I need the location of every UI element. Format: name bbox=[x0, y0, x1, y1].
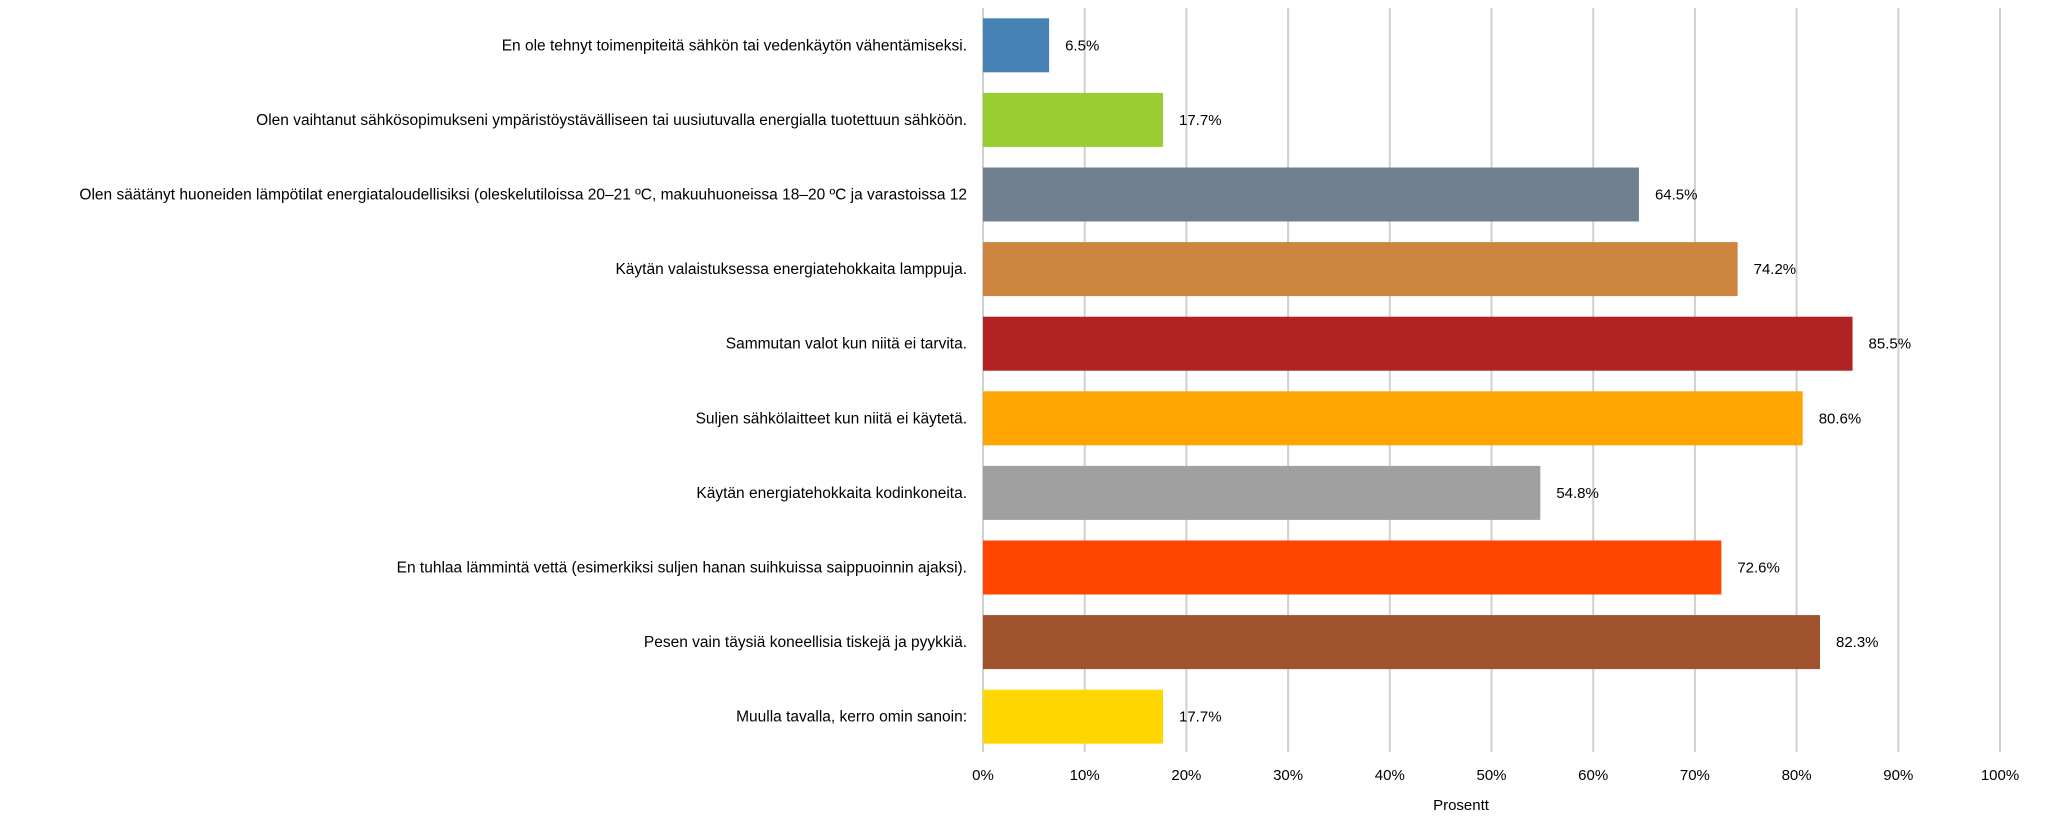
x-tick-label: 60% bbox=[1578, 767, 1608, 784]
category-label: Olen vaihtanut sähkösopimukseni ympärist… bbox=[256, 112, 967, 129]
category-label: En tuhlaa lämmintä vettä (esimerkiksi su… bbox=[397, 560, 967, 577]
category-label: Muulla tavalla, kerro omin sanoin: bbox=[736, 709, 967, 726]
data-label: 6.5% bbox=[1065, 37, 1099, 54]
category-label: Sammutan valot kun niitä ei tarvita. bbox=[726, 336, 967, 353]
category-labels: En ole tehnyt toimenpiteitä sähkön tai v… bbox=[79, 37, 967, 725]
data-label: 17.7% bbox=[1179, 112, 1222, 129]
x-axis-title: Prosentt bbox=[1433, 797, 1490, 814]
category-label: En ole tehnyt toimenpiteitä sähkön tai v… bbox=[502, 37, 967, 54]
bar bbox=[983, 540, 1722, 595]
category-label: Käytän valaistuksessa energiatehokkaita … bbox=[615, 261, 967, 278]
data-label: 17.7% bbox=[1179, 709, 1222, 726]
x-tick-label: 10% bbox=[1070, 767, 1100, 784]
x-tick-label: 20% bbox=[1171, 767, 1201, 784]
bar bbox=[983, 615, 1820, 670]
bar bbox=[983, 689, 1164, 744]
data-label: 74.2% bbox=[1754, 261, 1797, 278]
category-label: Käytän energiatehokkaita kodinkoneita. bbox=[696, 485, 967, 502]
bar bbox=[983, 242, 1738, 297]
category-label: Olen säätänyt huoneiden lämpötilat energ… bbox=[79, 187, 967, 204]
bar bbox=[983, 18, 1050, 73]
category-label: Suljen sähkölaitteet kun niitä ei käytet… bbox=[696, 410, 967, 427]
bar bbox=[983, 92, 1164, 147]
x-tick-label: 80% bbox=[1782, 767, 1812, 784]
bars bbox=[983, 18, 1853, 744]
data-label: 72.6% bbox=[1737, 560, 1780, 577]
data-label: 85.5% bbox=[1869, 336, 1912, 353]
category-label: Pesen vain täysiä koneellisia tiskejä ja… bbox=[644, 634, 967, 651]
data-label: 64.5% bbox=[1655, 187, 1698, 204]
x-tick-label: 50% bbox=[1476, 767, 1506, 784]
x-tick-label: 70% bbox=[1680, 767, 1710, 784]
x-tick-label: 100% bbox=[1981, 767, 2019, 784]
x-tick-label: 30% bbox=[1273, 767, 1303, 784]
data-label: 80.6% bbox=[1819, 410, 1862, 427]
data-label: 54.8% bbox=[1556, 485, 1599, 502]
data-labels: 6.5% 17.7% 64.5% 74.2% 85.5% 80.6% 54.8% 72.6% 8… bbox=[1065, 37, 1911, 725]
bar bbox=[983, 391, 1803, 446]
x-tick-label: 40% bbox=[1375, 767, 1405, 784]
x-axis-ticks: 0% 10% 20% 30% 40% 50% 60% 70% 80% 90% 100% bbox=[972, 767, 2019, 784]
x-tick-label: 90% bbox=[1883, 767, 1913, 784]
bar bbox=[983, 316, 1853, 371]
bar bbox=[983, 167, 1639, 222]
x-tick-label: 0% bbox=[972, 767, 994, 784]
data-label: 82.3% bbox=[1836, 634, 1879, 651]
bar bbox=[983, 465, 1541, 520]
